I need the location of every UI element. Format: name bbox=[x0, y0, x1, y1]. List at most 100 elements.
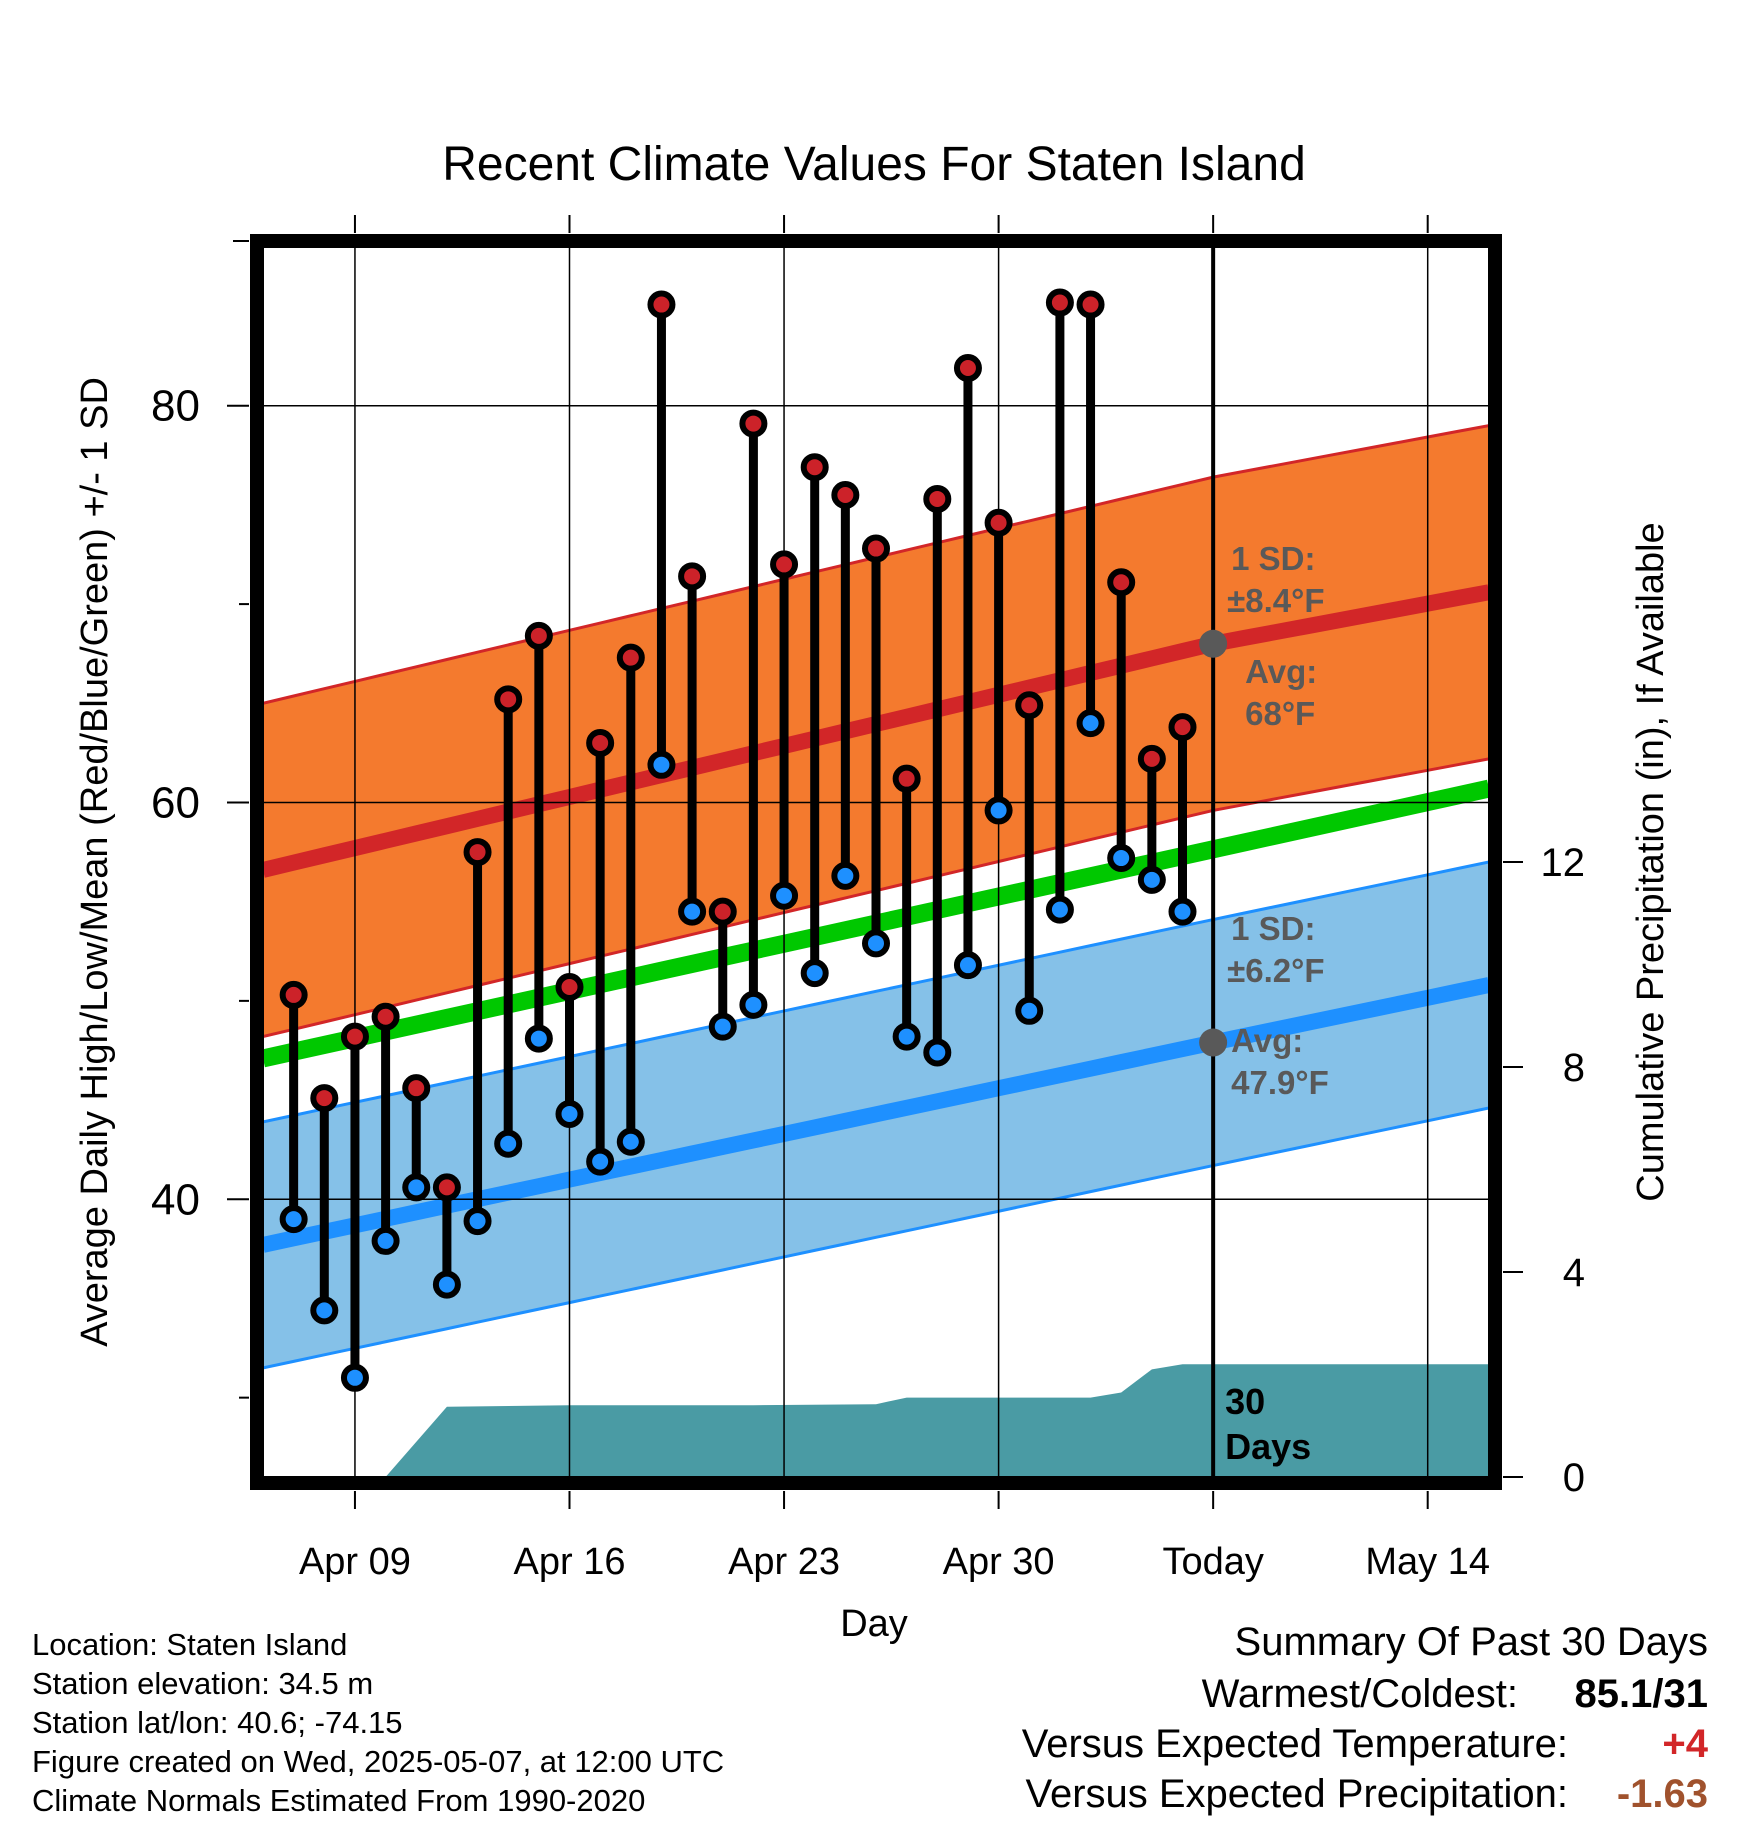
y-axis-right-label: Cumulative Precipitation (in), If Availa… bbox=[1630, 522, 1672, 1201]
daily-high-point bbox=[371, 1002, 400, 1031]
daily-high-point bbox=[494, 685, 523, 714]
daily-high-point bbox=[1076, 290, 1105, 319]
daily-high-point bbox=[678, 562, 707, 591]
y-tick-label: 40 bbox=[151, 1175, 200, 1224]
y-axis-label: Average Daily High/Low/Mean (Red/Blue/Gr… bbox=[74, 377, 116, 1347]
low-sd-value: ±6.2°F bbox=[1227, 952, 1324, 989]
normal-low-sd-band-lower-edge bbox=[263, 1106, 1489, 1370]
x-tick-label: Apr 16 bbox=[514, 1541, 626, 1583]
daily-low-point bbox=[1045, 895, 1074, 924]
plot-area: 1 SD: ±8.4°F Avg: 68°F 1 SD: ±6.2°F Avg: 47.9°F… bbox=[263, 247, 1489, 1477]
daily-high-point bbox=[923, 484, 952, 513]
daily-high-point bbox=[647, 290, 676, 319]
daily-low-point bbox=[708, 1012, 737, 1041]
low-avg-value: 47.9°F bbox=[1231, 1064, 1329, 1101]
low-avg-label: Avg: bbox=[1231, 1022, 1303, 1059]
daily-high-point bbox=[800, 453, 829, 482]
y-right-tick-label: 4 bbox=[1563, 1251, 1585, 1295]
daily-low-point bbox=[371, 1226, 400, 1255]
normal-low-line bbox=[263, 977, 1489, 1253]
daily-high-point bbox=[616, 643, 645, 672]
daily-low-point bbox=[402, 1173, 431, 1202]
daily-low-point bbox=[279, 1205, 308, 1234]
precip-period-number: 30 bbox=[1225, 1381, 1265, 1422]
daily-high-point bbox=[524, 621, 553, 650]
daily-low-point bbox=[800, 959, 829, 988]
daily-high-point bbox=[555, 972, 584, 1001]
high-avg-label: Avg: bbox=[1245, 653, 1317, 690]
x-tick-label: Apr 23 bbox=[728, 1541, 840, 1583]
x-tick-label: Apr 09 bbox=[299, 1541, 411, 1583]
y-right-tick-label: 12 bbox=[1541, 841, 1586, 885]
daily-low-point bbox=[340, 1363, 369, 1392]
y-right-tick-label: 8 bbox=[1563, 1046, 1585, 1090]
plot-frame bbox=[250, 234, 1502, 1490]
daily-high-point bbox=[953, 354, 982, 383]
daily-low-point bbox=[463, 1207, 492, 1236]
low-sd-label: 1 SD: bbox=[1231, 910, 1315, 947]
daily-low-point bbox=[310, 1296, 339, 1325]
daily-low-point bbox=[1107, 844, 1136, 873]
daily-high-point bbox=[892, 764, 921, 793]
daily-high-point bbox=[1045, 288, 1074, 317]
normal-low-sd-band-upper-edge bbox=[263, 860, 1489, 1124]
daily-low-point bbox=[432, 1270, 461, 1299]
daily-high-point bbox=[770, 550, 799, 579]
daily-low-point bbox=[586, 1147, 615, 1176]
axes: Apr 09 Apr 16 Apr 23 Apr 30 Today May 1440608… bbox=[151, 215, 1585, 1583]
daily-high-point bbox=[310, 1084, 339, 1113]
y-right-tick-label: 0 bbox=[1563, 1456, 1585, 1500]
daily-low-point bbox=[984, 796, 1013, 825]
daily-high-point bbox=[463, 838, 492, 867]
latlon-text: Station lat/lon: 40.6; -74.15 bbox=[32, 1705, 403, 1740]
daily-low-point bbox=[862, 929, 890, 958]
normals-text: Climate Normals Estimated From 1990-2020 bbox=[32, 1783, 646, 1818]
high-sd-value: ±8.4°F bbox=[1227, 582, 1324, 619]
daily-low-point bbox=[494, 1129, 523, 1158]
daily-high-point bbox=[1168, 713, 1197, 742]
daily-low-point bbox=[892, 1022, 921, 1051]
daily-low-point bbox=[616, 1127, 645, 1156]
x-axis-label: Day bbox=[840, 1603, 908, 1645]
precip-anomaly-label: Versus Expected Precipitation: bbox=[1025, 1772, 1568, 1816]
x-tick-label: Apr 30 bbox=[943, 1541, 1055, 1583]
daily-high-point bbox=[1137, 744, 1166, 773]
daily-low-point bbox=[923, 1038, 952, 1067]
temp-anomaly-label: Versus Expected Temperature: bbox=[1021, 1722, 1568, 1766]
chart-title: Recent Climate Values For Staten Island bbox=[442, 138, 1306, 191]
today-high-normal-marker bbox=[1199, 629, 1228, 658]
daily-high-point bbox=[831, 480, 860, 509]
daily-low-point bbox=[1015, 996, 1044, 1025]
daily-low-point bbox=[770, 881, 799, 910]
daily-high-point bbox=[279, 980, 308, 1009]
daily-high-point bbox=[586, 728, 615, 757]
daily-high-point bbox=[739, 409, 768, 438]
daily-low-point bbox=[831, 861, 860, 890]
daily-high-point bbox=[708, 897, 737, 926]
daily-low-point bbox=[1076, 709, 1105, 738]
x-tick-label: May 14 bbox=[1365, 1541, 1490, 1583]
precip-period-unit: Days bbox=[1225, 1426, 1311, 1467]
precipitation-area bbox=[293, 1364, 1489, 1477]
summary-title: Summary Of Past 30 Days bbox=[1234, 1620, 1708, 1664]
daily-low-point bbox=[524, 1024, 553, 1053]
daily-low-point bbox=[953, 951, 982, 980]
today-low-normal-marker bbox=[1199, 1028, 1228, 1057]
location-text: Location: Staten Island bbox=[32, 1627, 348, 1662]
x-tick-label: Today bbox=[1162, 1541, 1263, 1583]
warmest-coldest-value: 85.1/31 bbox=[1574, 1672, 1708, 1716]
y-tick-label: 60 bbox=[151, 778, 200, 827]
daily-low-point bbox=[1137, 865, 1166, 894]
daily-high-point bbox=[340, 1022, 369, 1051]
high-avg-value: 68°F bbox=[1245, 695, 1315, 732]
daily-high-point bbox=[984, 508, 1013, 537]
elevation-text: Station elevation: 34.5 m bbox=[32, 1666, 374, 1701]
temp-anomaly-value: +4 bbox=[1662, 1722, 1708, 1766]
warmest-coldest-label: Warmest/Coldest: bbox=[1201, 1672, 1518, 1716]
daily-high-point bbox=[1015, 691, 1044, 720]
created-text: Figure created on Wed, 2025-05-07, at 12… bbox=[32, 1744, 725, 1779]
daily-high-point bbox=[1107, 568, 1136, 597]
station-info: Location: Staten Island Station elevatio… bbox=[32, 1625, 724, 1820]
daily-high-point bbox=[402, 1074, 431, 1103]
